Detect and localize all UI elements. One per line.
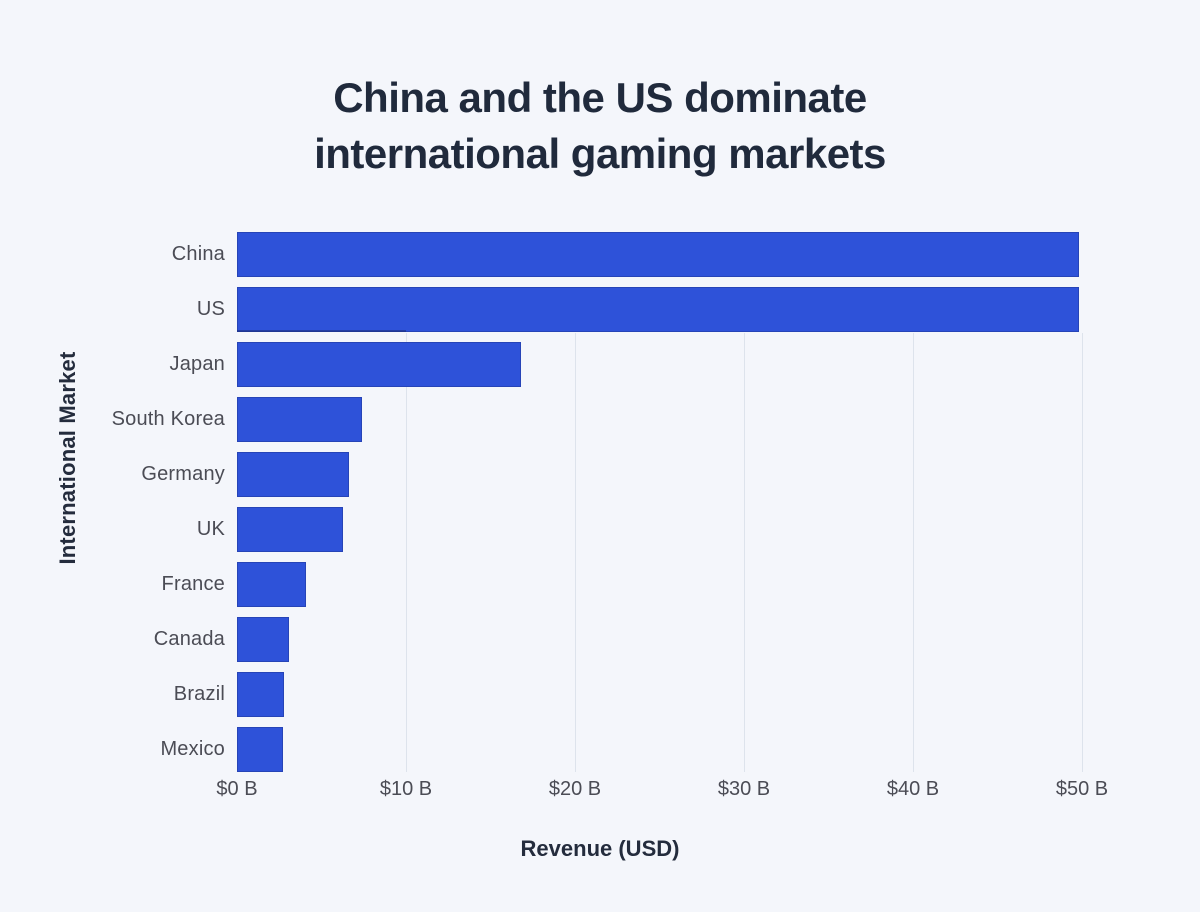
gridline-40b xyxy=(912,333,914,772)
category-label-canada: Canada xyxy=(153,628,225,650)
category-label-china: China xyxy=(171,243,225,265)
bar-uk xyxy=(237,507,344,552)
x-tick-label-30b: $30 B xyxy=(717,778,771,800)
chart-title-line1: China and the US dominate xyxy=(333,74,867,121)
bar-mexico xyxy=(237,727,283,772)
bar-us xyxy=(237,287,1079,332)
gridline-10b xyxy=(405,333,407,772)
bar-south-korea xyxy=(237,397,363,442)
bar-germany xyxy=(237,452,349,497)
chart-title-line2: international gaming markets xyxy=(314,130,886,177)
category-label-uk: UK xyxy=(196,518,225,540)
category-axis: China US Japan South Korea Germany UK France Ca… xyxy=(0,232,225,772)
x-tick-label-0b: $0 B xyxy=(216,778,258,800)
bar-canada xyxy=(237,617,290,662)
category-label-japan: Japan xyxy=(169,353,225,375)
x-axis-title: Revenue (USD) xyxy=(520,836,680,861)
category-label-us: US xyxy=(196,298,225,320)
bar-brazil xyxy=(237,672,285,717)
x-axis-ticks: $0 B $10 B $20 B $30 B $40 B $50 B xyxy=(0,778,1200,808)
x-tick-label-20b: $20 B xyxy=(548,778,602,800)
gridline-20b xyxy=(574,333,576,772)
us-bar-bottom-line xyxy=(237,330,406,332)
gridline-30b xyxy=(743,333,745,772)
bar-japan xyxy=(237,342,521,387)
x-tick-label-40b: $40 B xyxy=(886,778,940,800)
x-tick-label-10b: $10 B xyxy=(379,778,433,800)
plot-area xyxy=(237,232,1142,772)
gridline-50b xyxy=(1081,333,1083,772)
category-label-brazil: Brazil xyxy=(173,683,225,705)
chart-title: China and the US dominate international … xyxy=(0,70,1200,182)
bar-france xyxy=(237,562,307,607)
category-label-france: France xyxy=(161,573,225,595)
category-label-mexico: Mexico xyxy=(160,738,225,760)
x-tick-label-50b: $50 B xyxy=(1055,778,1109,800)
category-label-south-korea: South Korea xyxy=(111,408,225,430)
category-label-germany: Germany xyxy=(141,463,225,485)
bar-china xyxy=(237,232,1079,277)
